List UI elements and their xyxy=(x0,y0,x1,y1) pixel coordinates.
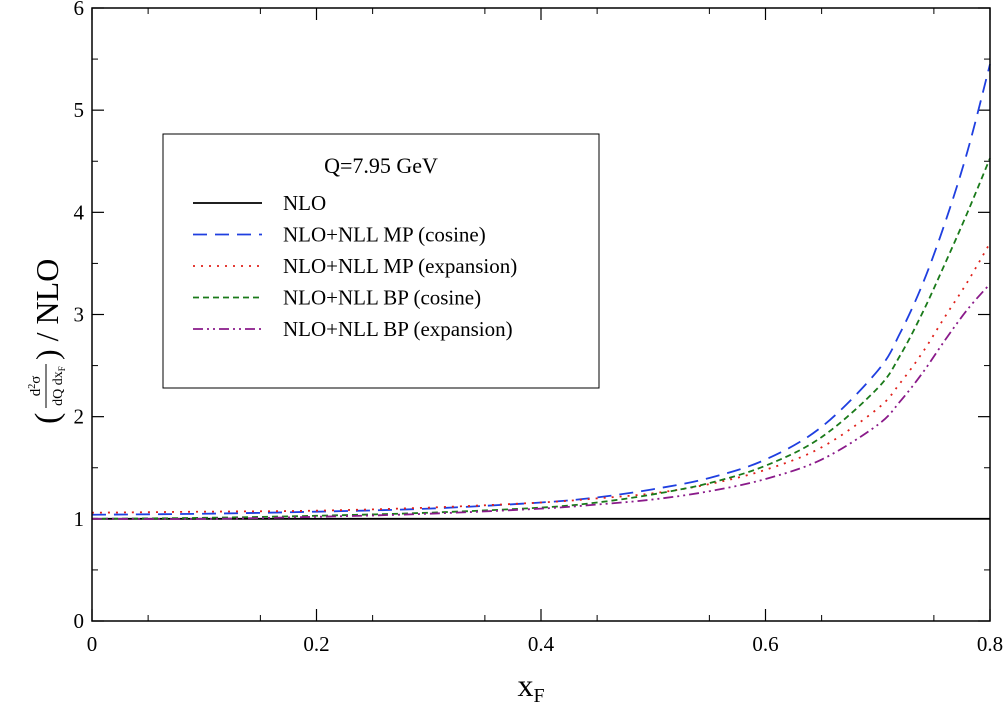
ticks-layer: 0 0.2 0.4 0.6 0.8 0 1 2 3 4 5 6 xyxy=(74,0,1004,656)
y-axis-title: ( d2σ dQ dxF ) / NLO xyxy=(27,259,67,424)
legend-label-1: NLO xyxy=(283,191,326,215)
series-layer xyxy=(91,63,991,520)
legend: Q=7.95 GeV NLO NLO+NLL MP (cosine) NLO+NLL… xyxy=(162,133,600,389)
y-tick-label: 0 xyxy=(74,609,85,633)
legend-label-5: NLO+NLL BP (expansion) xyxy=(283,317,513,341)
series-line-2 xyxy=(91,63,991,516)
x-tick-label: 0.6 xyxy=(752,632,778,656)
legend-label-3: NLO+NLL MP (expansion) xyxy=(283,254,517,278)
y-tick-label: 2 xyxy=(74,405,85,429)
legend-box xyxy=(162,133,600,389)
y-tick-label: 4 xyxy=(74,200,85,224)
y-axis-open-paren: ( xyxy=(29,413,66,424)
y-tick-label: 1 xyxy=(74,507,85,531)
legend-label-2: NLO+NLL MP (cosine) xyxy=(283,223,486,247)
x-tick-label: 0.2 xyxy=(303,632,329,656)
series-line-5 xyxy=(91,283,991,520)
legend-items: NLO NLO+NLL MP (cosine) NLO+NLL MP (expans… xyxy=(193,191,517,341)
y-axis-numerator-d: d xyxy=(28,388,44,396)
y-axis-numerator: d2σ xyxy=(27,376,44,397)
x-tick-label: 0 xyxy=(87,632,98,656)
y-axis-close: ) / NLO xyxy=(29,259,65,360)
x-axis-title-sub: F xyxy=(533,685,544,707)
y-tick-label: 5 xyxy=(74,98,85,122)
y-axis-numerator-sigma: σ xyxy=(28,376,44,384)
x-axis-title: xF xyxy=(517,667,544,707)
y-axis-numerator-sup: 2 xyxy=(27,384,38,389)
y-tick-label: 6 xyxy=(74,0,85,20)
legend-label-4: NLO+NLL BP (cosine) xyxy=(283,286,481,310)
y-axis-denominator-main: dQ dx xyxy=(51,371,66,406)
x-axis-title-main: x xyxy=(517,667,533,703)
plot-frame xyxy=(91,7,991,622)
legend-title: Q=7.95 GeV xyxy=(324,153,438,178)
x-tick-label: 0.4 xyxy=(528,632,555,656)
x-tick-label: 0.8 xyxy=(977,632,1003,656)
y-tick-label: 3 xyxy=(74,303,85,327)
y-axis-denominator-sub: F xyxy=(57,366,67,371)
y-axis-denominator: dQ dxF xyxy=(51,366,67,406)
